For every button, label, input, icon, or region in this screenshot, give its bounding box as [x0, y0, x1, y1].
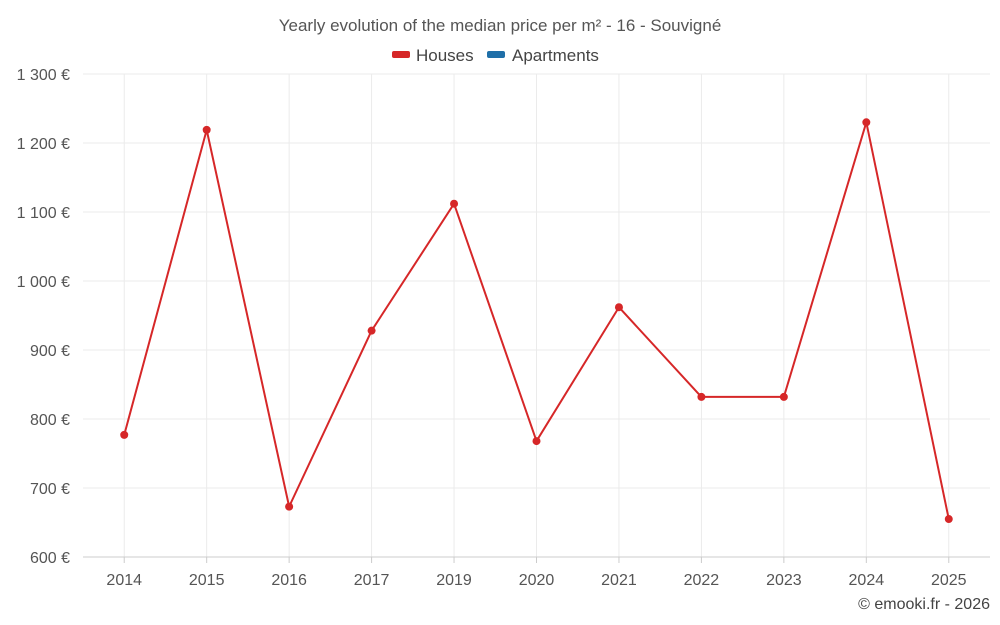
data-point-houses[interactable] — [614, 303, 623, 312]
y-tick-label: 600 € — [30, 550, 70, 567]
y-tick-label: 1 200 € — [17, 136, 70, 153]
x-tick-label: 2021 — [601, 572, 637, 589]
legend: Houses Apartments — [392, 46, 599, 65]
chart-title: Yearly evolution of the median price per… — [279, 16, 722, 35]
legend-label-apartments: Apartments — [512, 46, 599, 65]
x-tick-label: 2017 — [354, 572, 390, 589]
legend-item-houses[interactable]: Houses — [392, 46, 474, 65]
x-tick-label: 2015 — [189, 572, 225, 589]
y-tick-label: 1 100 € — [17, 205, 70, 222]
x-tick-label: 2014 — [106, 572, 142, 589]
x-tick-label: 2019 — [436, 572, 472, 589]
y-tick-label: 700 € — [30, 481, 70, 498]
y-tick-label: 900 € — [30, 343, 70, 360]
legend-swatch-apartments — [487, 51, 505, 58]
axes: 600 € 700 € 800 € 900 € 1 000 € 1 100 € 1 200 … — [17, 67, 990, 589]
data-point-houses[interactable] — [532, 437, 541, 446]
data-point-houses[interactable] — [120, 430, 129, 439]
legend-item-apartments[interactable]: Apartments — [487, 46, 599, 65]
legend-label-houses: Houses — [416, 46, 474, 65]
data-point-houses[interactable] — [367, 326, 376, 335]
grid — [83, 73, 990, 557]
x-tick-label: 2025 — [931, 572, 967, 589]
data-point-houses[interactable] — [285, 502, 294, 511]
credit-text: © emooki.fr - 2026 — [858, 596, 990, 613]
y-tick-label: 1 300 € — [17, 67, 70, 84]
x-tick-label: 2023 — [766, 572, 802, 589]
data-point-houses[interactable] — [944, 515, 953, 524]
data-point-houses[interactable] — [202, 125, 211, 134]
legend-swatch-houses — [392, 51, 410, 58]
data-point-houses[interactable] — [862, 118, 871, 127]
data-point-houses[interactable] — [450, 199, 459, 208]
x-tick-label: 2022 — [684, 572, 720, 589]
x-tick-label: 2024 — [849, 572, 885, 589]
y-tick-label: 800 € — [30, 412, 70, 429]
data-point-houses[interactable] — [779, 392, 788, 401]
series-layer — [120, 118, 953, 524]
x-tick-label: 2020 — [519, 572, 555, 589]
y-tick-label: 1 000 € — [17, 274, 70, 291]
x-tick-label: 2016 — [271, 572, 307, 589]
data-point-houses[interactable] — [697, 392, 706, 401]
